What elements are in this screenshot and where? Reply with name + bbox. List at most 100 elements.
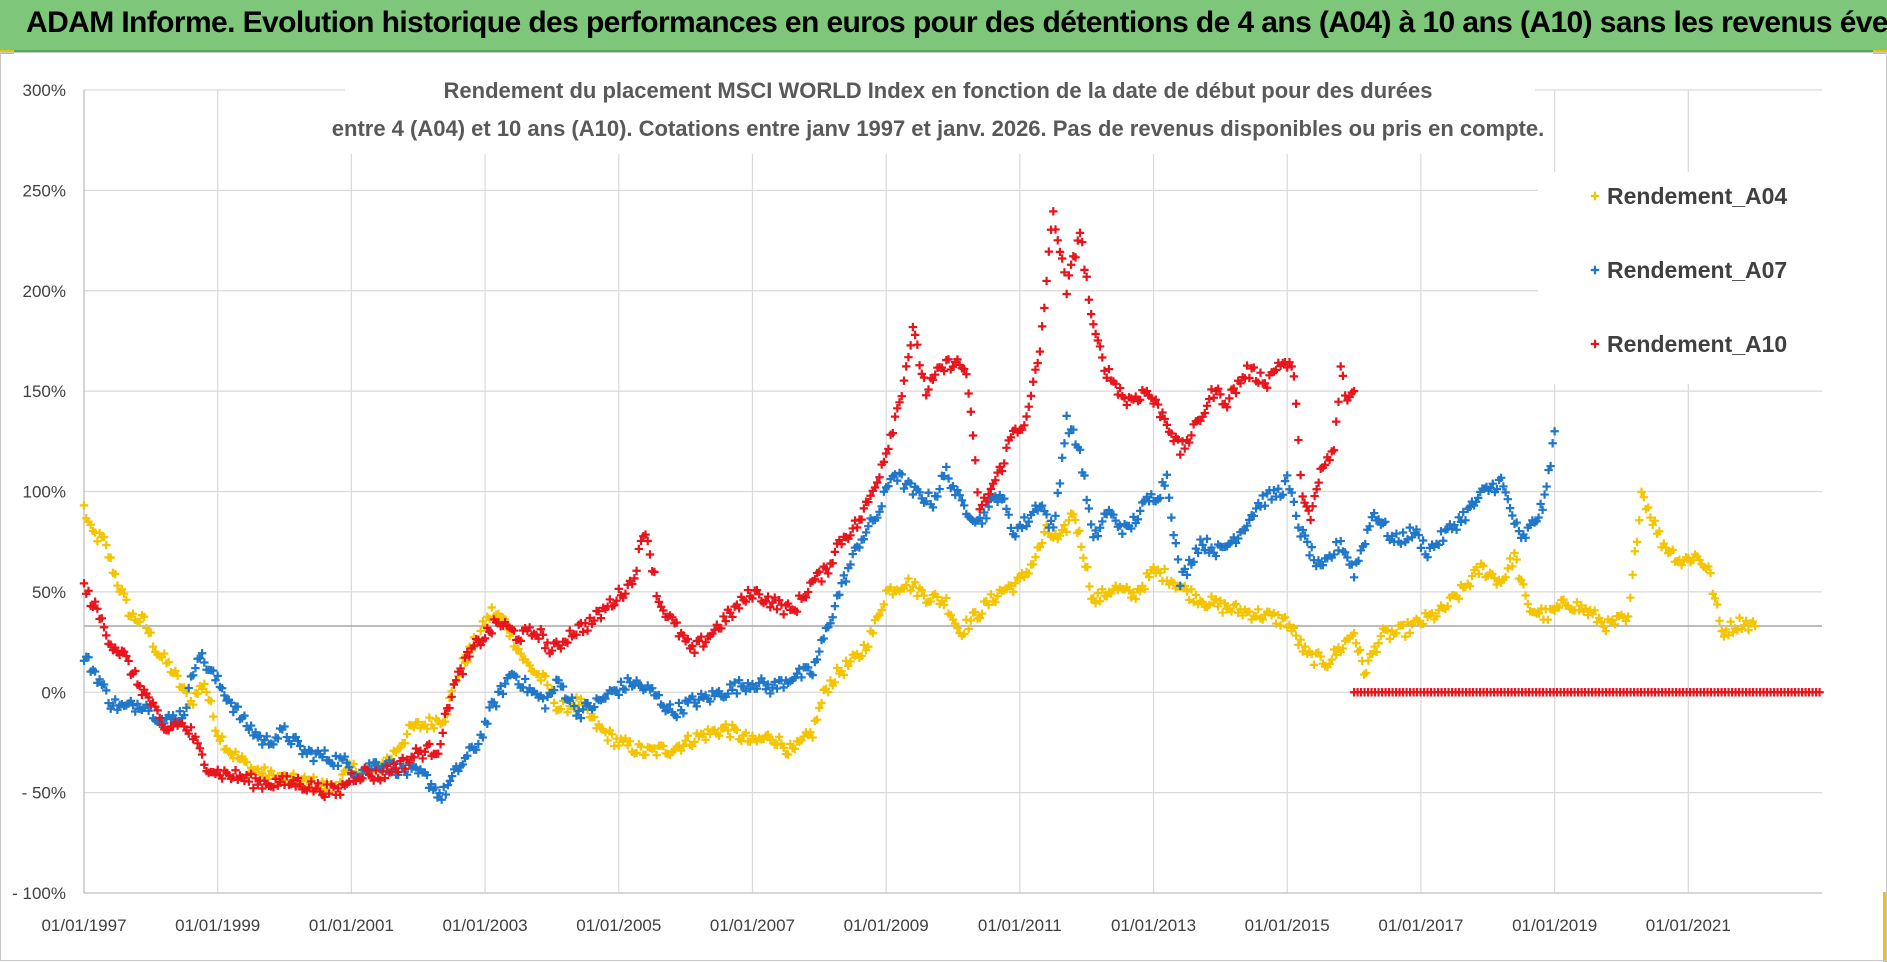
point-Rendement_A07 (1414, 530, 1423, 540)
point-Rendement_A07 (759, 678, 768, 687)
point-Rendement_A07 (500, 679, 510, 688)
point-Rendement_A10 (1151, 395, 1160, 404)
point-Rendement_A04 (1169, 578, 1178, 587)
point-Rendement_A07 (1180, 564, 1189, 574)
point-Rendement_A04 (1051, 529, 1060, 539)
point-Rendement_A04 (1465, 582, 1475, 591)
point-Rendement_A07 (828, 613, 837, 622)
page-title: ADAM Informe. Evolution historique des p… (26, 6, 1887, 39)
point-Rendement_A10 (1291, 399, 1301, 408)
point-Rendement_A04 (1715, 616, 1724, 626)
point-Rendement_A07 (984, 502, 993, 511)
point-Rendement_A10 (186, 723, 196, 732)
point-Rendement_A04 (732, 725, 742, 735)
point-Rendement_A10 (1262, 383, 1272, 392)
point-Rendement_A07 (877, 502, 886, 511)
point-Rendement_A04 (830, 678, 840, 687)
point-Rendement_A10 (815, 567, 824, 576)
point-Rendement_A10 (908, 322, 918, 332)
point-Rendement_A10 (307, 777, 316, 786)
point-Rendement_A04 (659, 741, 668, 751)
point-Rendement_A04 (1251, 612, 1261, 621)
point-Rendement_A04 (1521, 591, 1530, 600)
point-Rendement_A10 (88, 602, 98, 611)
point-Rendement_A10 (1231, 388, 1241, 398)
point-Rendement_A07 (792, 669, 802, 678)
point-Rendement_A10 (585, 613, 595, 623)
point-Rendement_A07 (385, 756, 394, 765)
series-Rendement_A10 (79, 207, 1359, 802)
point-Rendement_A04 (1095, 597, 1105, 606)
point-Rendement_A07 (454, 766, 463, 776)
point-Rendement_A07 (839, 571, 849, 580)
point-Rendement_A04 (690, 737, 699, 747)
point-Rendement_A10 (1055, 247, 1065, 257)
point-Rendement_A04 (1583, 610, 1593, 620)
point-Rendement_A07 (752, 684, 762, 693)
point-Rendement_A04 (683, 731, 693, 740)
point-Rendement_A10 (97, 614, 107, 623)
point-Rendement_A04 (1149, 563, 1158, 572)
point-Rendement_A07 (841, 577, 851, 586)
point-Rendement_A07 (797, 673, 806, 682)
point-Rendement_A04 (1581, 604, 1591, 613)
point-Rendement_A07 (734, 676, 744, 685)
point-Rendement_A10 (1040, 303, 1049, 313)
point-Rendement_A07 (1104, 505, 1114, 515)
point-Rendement_A04 (396, 743, 405, 752)
point-Rendement_A10 (137, 690, 147, 700)
point-Rendement_A07 (939, 471, 949, 481)
point-Rendement_A07 (942, 462, 951, 472)
point-Rendement_A04 (1677, 560, 1686, 570)
point-Rendement_A07 (1147, 490, 1156, 499)
point-Rendement_A10 (654, 597, 664, 607)
point-Rendement_A10 (1225, 394, 1234, 403)
x-tick-label: 01/01/2019 (1512, 916, 1597, 935)
point-Rendement_A04 (917, 586, 927, 595)
point-Rendement_A10 (1184, 438, 1194, 447)
point-Rendement_A10 (516, 636, 525, 646)
point-Rendement_A10 (93, 604, 102, 613)
point-Rendement_A04 (536, 676, 545, 685)
point-Rendement_A04 (193, 689, 202, 698)
point-Rendement_A07 (795, 664, 804, 673)
point-Rendement_A07 (1546, 461, 1555, 471)
point-Rendement_A04 (173, 671, 182, 680)
point-Rendement_A07 (948, 481, 958, 491)
point-Rendement_A10 (313, 779, 323, 788)
point-Rendement_A10 (1100, 366, 1109, 376)
x-tick-label: 01/01/2007 (710, 916, 795, 935)
point-Rendement_A04 (113, 581, 122, 590)
point-Rendement_A10 (879, 457, 889, 467)
point-Rendement_A07 (933, 492, 942, 501)
point-Rendement_A07 (1098, 517, 1107, 526)
point-Rendement_A10 (984, 489, 993, 499)
point-Rendement_A10 (701, 637, 710, 647)
point-Rendement_A07 (694, 695, 704, 704)
point-Rendement_A07 (1305, 551, 1314, 560)
point-Rendement_A07 (1171, 538, 1181, 548)
point-Rendement_A04 (1550, 606, 1559, 615)
point-Rendement_A10 (641, 530, 650, 539)
point-Rendement_A10 (1122, 400, 1131, 410)
point-Rendement_A04 (1608, 615, 1617, 625)
point-Rendement_A04 (1637, 487, 1646, 497)
point-Rendement_A07 (1042, 510, 1051, 519)
y-tick-label: 250% (23, 181, 66, 200)
point-Rendement_A07 (342, 758, 352, 767)
point-Rendement_A10 (1187, 431, 1196, 440)
point-Rendement_A04 (93, 537, 102, 546)
point-Rendement_A04 (1472, 563, 1481, 572)
point-Rendement_A10 (258, 784, 267, 793)
point-Rendement_A10 (217, 774, 227, 783)
point-Rendement_A10 (1064, 271, 1074, 280)
point-Rendement_A07 (991, 492, 1000, 501)
point-Rendement_A04 (953, 623, 962, 633)
point-Rendement_A10 (1320, 460, 1330, 470)
point-Rendement_A07 (826, 619, 835, 628)
point-Rendement_A04 (1071, 515, 1080, 525)
point-Rendement_A07 (512, 672, 521, 681)
point-Rendement_A07 (1540, 490, 1549, 499)
point-Rendement_A07 (1200, 545, 1209, 555)
point-Rendement_A04 (1258, 615, 1267, 624)
